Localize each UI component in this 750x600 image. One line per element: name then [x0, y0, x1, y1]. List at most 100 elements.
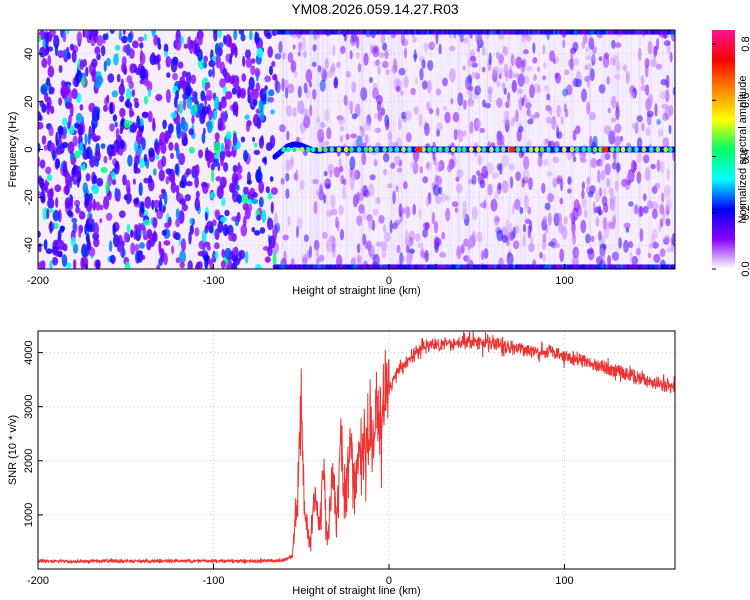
noise-speck: [137, 147, 143, 155]
noise-speck: [256, 214, 262, 221]
noise-speck: [75, 165, 81, 178]
noise-speck: [339, 229, 345, 241]
noise-speck: [444, 111, 451, 124]
noise-speck: [201, 132, 206, 144]
noise-speck: [219, 176, 227, 188]
noise-speck: [501, 154, 509, 168]
noise-speck: [376, 100, 382, 113]
noise-speck: [375, 197, 381, 205]
noise-speck: [248, 203, 253, 212]
snr-ticks: -200 -100 0 100 1000 2000 3000 4000: [23, 340, 574, 587]
noise-speck: [96, 110, 100, 121]
noise-speck: [181, 203, 188, 212]
noise-speck: [460, 244, 465, 254]
noise-speck: [637, 137, 643, 150]
noise-speck: [323, 194, 327, 204]
noise-speck: [127, 186, 131, 195]
noise-speck: [559, 248, 565, 262]
noise-speck: [572, 129, 577, 141]
noise-speck: [44, 32, 49, 43]
noise-speck: [523, 49, 529, 55]
noise-speck: [259, 109, 265, 122]
noise-speck: [428, 41, 436, 51]
noise-speck: [231, 87, 237, 95]
noise-speck: [663, 184, 671, 198]
noise-speck: [285, 87, 289, 99]
noise-speck: [487, 86, 493, 95]
noise-speck: [373, 112, 380, 120]
noise-speck: [357, 257, 362, 266]
noise-speck: [496, 80, 501, 88]
noise-speck: [612, 129, 616, 137]
noise-speck: [418, 114, 423, 127]
noise-speck: [319, 79, 326, 92]
noise-speck: [517, 88, 523, 95]
noise-speck: [672, 87, 675, 96]
noise-speck: [598, 56, 603, 62]
noise-speck: [152, 217, 158, 229]
noise-speck: [451, 201, 459, 208]
noise-speck: [364, 240, 369, 250]
noise-speck: [38, 121, 44, 130]
noise-speck: [336, 254, 343, 268]
noise-speck: [73, 259, 77, 269]
noise-speck: [556, 104, 562, 118]
noise-speck: [581, 181, 586, 191]
noise-speck: [522, 169, 530, 181]
noise-speck: [665, 218, 671, 227]
noise-speck: [61, 80, 66, 87]
noise-speck: [400, 90, 404, 96]
noise-speck: [55, 131, 59, 146]
noise-speck: [121, 244, 125, 258]
noise-speck: [636, 171, 642, 184]
noise-speck: [163, 43, 169, 54]
noise-speck: [644, 58, 650, 68]
noise-speck: [378, 214, 385, 224]
noise-speck: [96, 177, 104, 187]
noise-speck: [608, 187, 614, 196]
noise-speck: [38, 111, 42, 122]
signal-dot: [349, 146, 354, 153]
noise-speck: [410, 160, 416, 169]
noise-speck: [339, 165, 344, 173]
noise-speck: [189, 42, 194, 54]
signal-dot: [620, 146, 626, 153]
noise-speck: [623, 239, 629, 253]
noise-speck: [270, 109, 275, 115]
noise-speck: [96, 53, 101, 61]
noise-speck: [164, 51, 169, 58]
x-tick-label: -200: [27, 575, 49, 587]
noise-speck: [351, 81, 357, 94]
noise-speck: [119, 95, 125, 103]
noise-speck: [543, 62, 547, 69]
noise-speck: [88, 213, 93, 226]
noise-speck: [569, 212, 575, 220]
noise-speck: [562, 88, 568, 97]
noise-speck: [185, 181, 193, 187]
noise-speck: [55, 146, 63, 155]
noise-speck: [486, 162, 494, 174]
noise-speck: [615, 60, 621, 72]
noise-speck: [399, 207, 407, 214]
noise-speck: [204, 224, 209, 234]
noise-speck: [152, 117, 156, 129]
noise-speck: [302, 36, 306, 51]
noise-speck: [438, 186, 443, 195]
noise-speck: [616, 162, 621, 173]
noise-speck: [230, 183, 236, 193]
noise-speck: [260, 88, 267, 103]
noise-speck: [471, 71, 477, 78]
noise-speck: [265, 186, 270, 194]
noise-speck: [435, 88, 442, 96]
noise-speck: [369, 76, 373, 84]
noise-speck: [143, 95, 149, 105]
noise-speck: [234, 45, 238, 58]
noise-speck: [542, 75, 547, 81]
noise-speck: [567, 176, 572, 186]
noise-speck: [240, 136, 246, 143]
noise-speck: [165, 176, 170, 185]
noise-speck: [182, 121, 189, 133]
noise-speck: [269, 65, 273, 76]
noise-speck: [259, 98, 264, 113]
noise-speck: [669, 52, 673, 63]
